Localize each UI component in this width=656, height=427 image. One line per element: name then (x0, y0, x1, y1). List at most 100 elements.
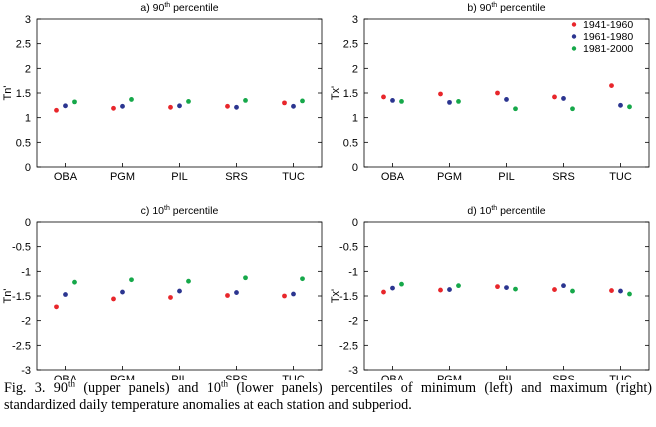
data-point-1981-2000-SRS (570, 106, 575, 112)
legend-label: 1981-2000 (583, 43, 633, 55)
legend-marker-1941-1960 (571, 22, 577, 27)
y-tick-label: -1 (348, 266, 358, 278)
data-point-1981-2000-PGM (129, 277, 134, 283)
data-point-1961-1980-PIL (504, 97, 509, 102)
data-point-1941-1960-PIL (495, 284, 500, 290)
panel-title-main: c) 10 (141, 205, 165, 217)
x-tick-label: PGM (110, 374, 135, 380)
data-point-1941-1960-PGM (111, 105, 116, 111)
y-tick-label: -2 (348, 316, 358, 328)
data-point-1961-1980-SRS (561, 283, 566, 289)
x-tick-label: PGM (110, 171, 135, 183)
data-point-1981-2000-OBA (399, 98, 404, 104)
data-point-1941-1960-PGM (111, 296, 116, 302)
data-point-1981-2000-TUC (300, 98, 305, 104)
y-tick-label: -2 (21, 316, 31, 328)
data-point-1961-1980-SRS (234, 104, 239, 110)
y-tick-label: 0.5 (16, 137, 31, 149)
x-tick-label: SRS (225, 374, 248, 380)
panel-title-superscript: th (164, 205, 170, 212)
legend-marker-1961-1980 (571, 34, 577, 39)
x-tick-label: OBA (381, 171, 405, 183)
data-point-1941-1960-TUC (282, 100, 287, 106)
panel-2: b) 90th percentile Tx' 0 0.5 1 1.5 2 2.5 3 OBA PGM… (330, 2, 650, 183)
panel-3: c) 10th percentile Tn' -3 -2.5 -2 -1.5 -1 -0.5 0… (2, 205, 323, 380)
data-point-1981-2000-PIL (513, 106, 518, 112)
data-point-1941-1960-PIL (495, 90, 500, 96)
y-tick-label: 0 (352, 217, 358, 229)
data-point-1961-1980-OBA (390, 98, 395, 103)
data-point-1941-1960-TUC (609, 83, 614, 88)
data-point-1961-1980-TUC (618, 288, 623, 294)
panel-title-superscript: th (164, 2, 170, 9)
data-point-1981-2000-OBA (72, 99, 77, 105)
data-point-1941-1960-SRS (225, 293, 230, 298)
data-point-1961-1980-OBA (390, 285, 395, 291)
panel-title-superscript: th (491, 205, 497, 212)
y-tick-label: -0.5 (12, 242, 31, 254)
panel-title-rest: percentile (170, 205, 219, 217)
data-point-1941-1960-OBA (381, 289, 386, 295)
panel-title-rest: percentile (497, 2, 546, 14)
data-point-1961-1980-PGM (447, 287, 452, 292)
data-point-1941-1960-SRS (225, 103, 230, 109)
y-tick-label: -2.5 (339, 340, 358, 352)
data-point-1941-1960-OBA (54, 107, 59, 113)
data-point-1961-1980-PIL (177, 288, 182, 294)
panel-1: a) 90th percentile Tn' 0 0.5 1 1.5 2 2.5 3 OBA PGM… (2, 2, 323, 183)
x-tick-label: SRS (225, 171, 248, 183)
x-tick-label: PIL (171, 171, 188, 183)
x-tick-label: PIL (171, 374, 188, 380)
x-tick-label: PGM (437, 374, 462, 380)
x-tick-label: PIL (498, 171, 515, 183)
y-tick-label: -1.5 (339, 291, 358, 303)
data-point-1941-1960-TUC (609, 288, 614, 293)
x-tick-label: PIL (498, 374, 515, 380)
caption-part-1: Fig. 3. 90 (4, 380, 68, 396)
data-point-1961-1980-PIL (177, 103, 182, 109)
data-point-1941-1960-TUC (282, 293, 287, 299)
y-tick-label: 0 (352, 162, 358, 174)
data-point-1961-1980-OBA (63, 292, 68, 297)
y-tick-label: -1.5 (12, 291, 31, 303)
legend-label: 1961-1980 (583, 31, 633, 43)
y-tick-label: 1 (352, 113, 358, 125)
y-tick-label: -2.5 (12, 340, 31, 352)
x-tick-label: SRS (552, 171, 575, 183)
data-point-1981-2000-PIL (513, 286, 518, 292)
x-tick-label: TUC (609, 171, 632, 183)
y-tick-label: 1.5 (16, 88, 31, 100)
data-point-1961-1980-TUC (291, 291, 296, 297)
data-point-1961-1980-PIL (504, 285, 509, 291)
y-tick-label: -1 (21, 266, 31, 278)
y-axis-label: Tx' (330, 289, 342, 303)
y-tick-label: 1 (25, 113, 31, 125)
legend-marker-1981-2000 (571, 46, 577, 51)
legend-label: 1941-1960 (583, 19, 633, 31)
y-tick-label: 0.5 (343, 137, 358, 149)
data-point-1941-1960-PIL (168, 295, 173, 300)
panel-title: b) 90th percentile (467, 2, 545, 14)
data-point-1961-1980-SRS (234, 290, 239, 295)
axes-frame (36, 18, 323, 168)
data-point-1981-2000-TUC (300, 276, 305, 282)
x-tick-label: OBA (381, 374, 405, 380)
y-tick-label: 1.5 (343, 88, 358, 100)
data-point-1941-1960-OBA (54, 304, 59, 310)
data-point-1981-2000-PGM (129, 97, 134, 102)
x-tick-label: SRS (552, 374, 575, 380)
data-point-1961-1980-TUC (618, 102, 623, 108)
panel-title-main: d) 10 (467, 205, 491, 217)
data-point-1941-1960-PGM (438, 91, 443, 97)
data-point-1981-2000-OBA (399, 281, 404, 287)
panel-title-superscript: th (491, 2, 497, 9)
data-point-1961-1980-PGM (447, 99, 452, 105)
caption-part-3: (lower panels) percentiles of minimum (l… (4, 380, 652, 413)
panel-title-main: b) 90 (467, 2, 491, 14)
x-tick-label: OBA (54, 171, 78, 183)
y-tick-label: 3 (352, 14, 358, 26)
data-point-1941-1960-SRS (552, 287, 557, 292)
data-point-1981-2000-PGM (456, 98, 461, 104)
y-tick-label: 2 (25, 63, 31, 75)
